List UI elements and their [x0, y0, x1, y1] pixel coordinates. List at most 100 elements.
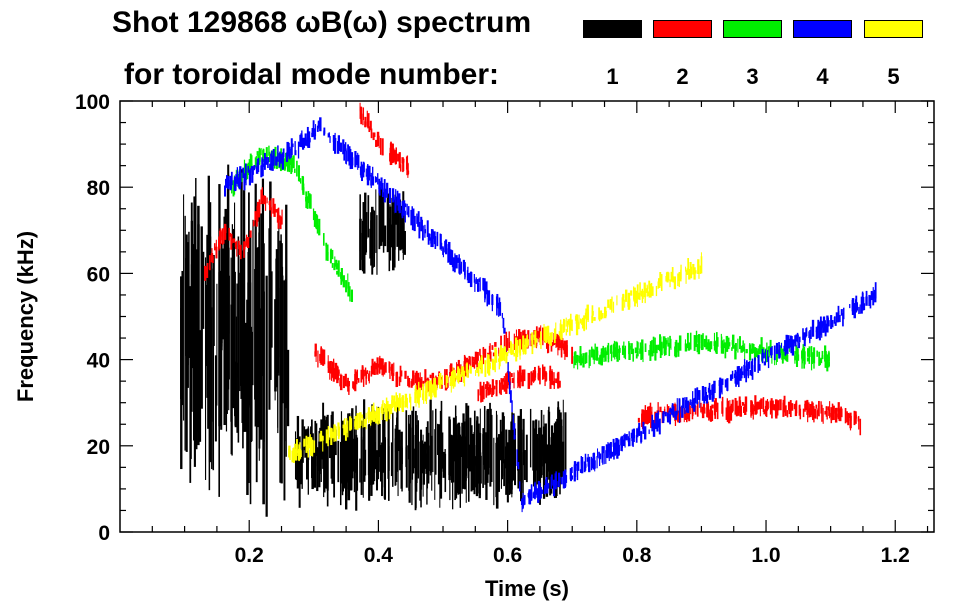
- spectrum-mark: [661, 346, 663, 353]
- spectrum-mark: [381, 404, 383, 420]
- spectrum-mark: [521, 497, 523, 513]
- spectrum-mark: [670, 338, 672, 350]
- spectrum-mark: [394, 152, 397, 164]
- spectrum-mark: [783, 395, 786, 413]
- spectrum-mark: [372, 209, 374, 268]
- spectrum-mark: [720, 340, 724, 354]
- spectrum-mark: [365, 168, 367, 177]
- spectrum-mark: [397, 153, 400, 162]
- spectrum-mark: [281, 217, 283, 225]
- spectrum-mark: [637, 426, 640, 435]
- series-n-2-lower-branch: [477, 364, 561, 403]
- spectrum-mark: [754, 357, 756, 372]
- spectrum-mark: [371, 211, 374, 275]
- spectrum-mark: [516, 339, 519, 358]
- spectrum-mark: [636, 350, 639, 357]
- spectrum-mark: [789, 346, 791, 352]
- spectrum-mark: [739, 373, 742, 381]
- spectrum-mark: [610, 345, 613, 354]
- spectrum-mark: [460, 265, 462, 270]
- spectrum-mark: [542, 338, 544, 346]
- spectrum-mark: [648, 429, 650, 435]
- spectrum-mark: [678, 335, 682, 351]
- spectrum-mark: [719, 385, 722, 393]
- spectrum-mark: [354, 151, 357, 168]
- spectrum-mark: [638, 292, 641, 300]
- spectrum-mark: [305, 435, 308, 453]
- spectrum-mark: [391, 363, 394, 376]
- spectrum-mark: [657, 410, 659, 424]
- spectrum-mark: [474, 351, 478, 365]
- spectrum-mark: [751, 358, 754, 371]
- spectrum-mark: [678, 406, 681, 423]
- spectrum-mark: [651, 421, 653, 432]
- spectrum-mark: [437, 423, 439, 455]
- spectrum-mark: [775, 402, 778, 419]
- spectrum-mark: [257, 157, 260, 173]
- spectrum-mark: [413, 448, 415, 469]
- spectrum-mark: [714, 398, 717, 413]
- spectrum-mark: [510, 373, 513, 378]
- spectrum-mark: [797, 339, 799, 349]
- spectrum-mark: [486, 289, 489, 307]
- spectrum-mark: [709, 412, 711, 420]
- spectrum-mark: [726, 378, 729, 391]
- spectrum-mark: [461, 366, 464, 374]
- spectrum-mark: [391, 372, 394, 382]
- spectrum-mark: [564, 319, 566, 331]
- spectrum-mark: [394, 428, 397, 453]
- spectrum-mark: [243, 190, 246, 432]
- spectrum-mark: [364, 449, 367, 476]
- spectrum-mark: [494, 342, 497, 347]
- spectrum-mark: [476, 356, 479, 371]
- spectrum-mark: [374, 176, 377, 183]
- spectrum-mark: [438, 376, 440, 385]
- spectrum-mark: [582, 353, 585, 368]
- spectrum-mark: [291, 157, 293, 173]
- spectrum-mark: [775, 349, 777, 365]
- spectrum-mark: [229, 175, 232, 187]
- spectrum-mark: [635, 434, 638, 443]
- spectrum-mark: [220, 275, 223, 430]
- spectrum-mark: [221, 248, 224, 340]
- spectrum-mark: [212, 268, 215, 471]
- spectrum-mark: [557, 379, 560, 389]
- spectrum-mark: [574, 461, 576, 471]
- spectrum-mark: [602, 313, 604, 319]
- spectrum-mark: [694, 388, 697, 404]
- spectrum-mark: [560, 339, 563, 351]
- spectrum-mark: [313, 124, 315, 134]
- spectrum-mark: [530, 371, 533, 386]
- spectrum-mark: [602, 446, 605, 454]
- spectrum-mark: [344, 142, 347, 152]
- spectrum-mark: [605, 351, 608, 356]
- series-n-5: [288, 252, 703, 463]
- spectrum-mark: [365, 412, 367, 430]
- spectrum-mark: [429, 385, 431, 390]
- spectrum-mark: [540, 410, 543, 478]
- spectrum-mark: [835, 312, 838, 323]
- spectrum-mark: [555, 336, 557, 348]
- spectrum-mark: [317, 120, 320, 129]
- legend-swatch-4: [793, 20, 852, 38]
- spectrum-mark: [544, 371, 547, 382]
- spectrum-mark: [562, 321, 564, 333]
- spectrum-mark: [643, 410, 645, 419]
- spectrum-mark: [398, 193, 401, 209]
- spectrum-mark: [337, 135, 341, 150]
- spectrum-mark: [677, 410, 680, 423]
- spectrum-mark: [838, 310, 840, 321]
- spectrum-mark: [827, 406, 830, 411]
- spectrum-mark: [372, 132, 376, 137]
- spectrum-mark: [585, 352, 588, 364]
- spectrum-mark: [248, 169, 251, 186]
- spectrum-mark: [522, 418, 525, 453]
- spectrum-mark: [382, 410, 384, 415]
- spectrum-mark: [576, 464, 579, 481]
- spectrum-mark: [435, 408, 437, 475]
- spectrum-mark: [463, 370, 466, 387]
- spectrum-mark: [478, 366, 480, 376]
- spectrum-mark: [208, 326, 211, 409]
- spectrum-mark: [575, 319, 579, 336]
- spectrum-mark: [669, 335, 671, 349]
